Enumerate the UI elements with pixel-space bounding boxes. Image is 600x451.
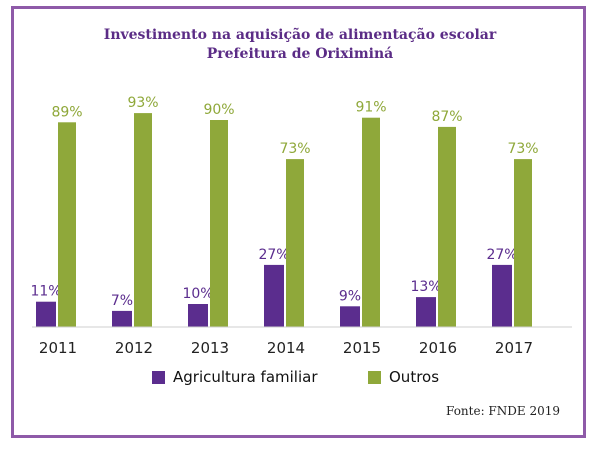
data-label-outros-2015: 91% [355,100,386,116]
bar-outros-2011 [58,122,76,327]
x-tick-label-2013: 2013 [191,339,229,357]
legend: Agricultura familiar Outros [0,368,600,392]
bar-outros-2013 [210,120,228,327]
x-tick-label-2017: 2017 [495,339,533,357]
x-axis-ticks: 2011 2012 2013 2014 2015 2016 2017 [39,339,533,357]
bar-agricultura-2011 [36,301,56,327]
x-tick-label-2011: 2011 [39,339,77,357]
data-label-outros-2017: 73% [507,141,538,157]
x-tick-label-2012: 2012 [115,339,153,357]
bar-agricultura-2016 [416,297,436,327]
data-label-outros-2013: 90% [203,102,234,118]
data-label-agricultura-2014: 27% [258,247,289,263]
bar-outros-2016 [438,126,456,328]
legend-label-agricultura: Agricultura familiar [173,368,318,386]
legend-label-outros: Outros [389,368,440,386]
legend-swatch-agricultura [152,370,165,384]
bar-agricultura-2017 [492,264,512,327]
bar-outros-2014 [286,159,304,327]
data-label-outros-2012: 93% [127,95,158,111]
bar-outros-2015 [362,117,380,327]
x-tick-label-2016: 2016 [419,339,457,357]
data-label-outros-2014: 73% [279,141,310,157]
bars-group: 11% 89% 7% 93% 10% 90% 27% 73% 9% 91% 13% 87% 27% 73% [30,95,539,328]
data-label-agricultura-2011: 11% [30,284,61,300]
data-label-agricultura-2012: 7% [111,293,133,309]
legend-swatch-outros [368,370,381,384]
legend-item-agricultura: Agricultura familiar [152,368,318,386]
legend-item-outros: Outros [368,368,439,386]
chart-title: Investimento na aquisição de alimentação… [103,27,497,43]
chart-subtitle: Prefeitura de Oriximiná [206,46,394,62]
data-label-outros-2016: 87% [431,109,462,125]
x-tick-label-2015: 2015 [343,339,381,357]
bar-agricultura-2013 [188,304,208,327]
source-note: Fonte: FNDE 2019 [446,404,560,418]
bar-agricultura-2014 [264,264,284,327]
bar-agricultura-2012 [112,310,132,327]
data-label-agricultura-2015: 9% [339,288,361,304]
bar-agricultura-2015 [340,306,360,327]
data-label-agricultura-2016: 13% [410,279,441,295]
data-label-agricultura-2017: 27% [486,247,517,263]
data-label-agricultura-2013: 10% [182,286,213,302]
x-tick-label-2014: 2014 [267,339,305,357]
data-label-outros-2011: 89% [51,104,82,120]
bar-outros-2012 [134,113,152,327]
bar-outros-2017 [514,159,532,327]
